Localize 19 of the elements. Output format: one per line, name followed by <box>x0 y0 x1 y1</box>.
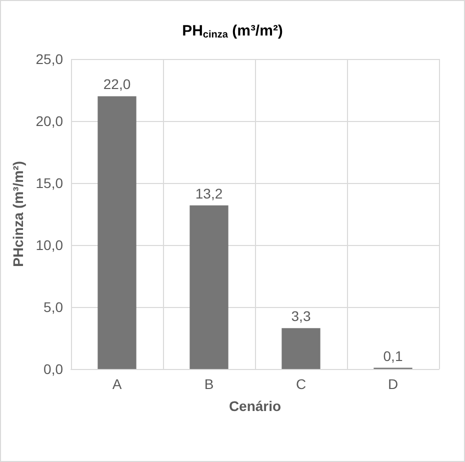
data-label: 3,3 <box>291 308 311 324</box>
y-tick-label: 25,0 <box>36 51 64 67</box>
y-tick-label: 20,0 <box>36 113 64 129</box>
data-label: 22,0 <box>103 76 131 92</box>
y-tick-label: 5,0 <box>44 299 64 315</box>
bar <box>190 205 228 369</box>
x-tick-label: A <box>112 376 122 392</box>
x-tick-label: C <box>296 376 306 392</box>
bar <box>98 96 136 369</box>
y-tick-label: 0,0 <box>44 361 64 377</box>
y-axis-title: PHcinza (m³/m²) <box>10 161 26 267</box>
y-tick-label: 15,0 <box>36 175 64 191</box>
x-tick-label: D <box>388 376 398 392</box>
y-tick-label: 10,0 <box>36 237 64 253</box>
data-label: 0,1 <box>383 348 403 364</box>
x-tick-label: B <box>204 376 214 392</box>
data-label: 13,2 <box>195 185 223 202</box>
bar <box>282 328 320 369</box>
x-axis-title: Cenário <box>228 398 282 414</box>
